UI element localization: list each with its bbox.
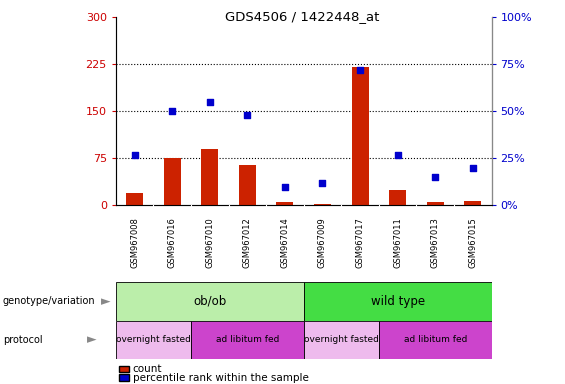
Bar bbox=[304, 321, 379, 359]
Point bbox=[205, 99, 214, 105]
Text: ►: ► bbox=[86, 333, 97, 346]
Point bbox=[431, 174, 440, 180]
Bar bbox=[116, 282, 304, 321]
Point bbox=[130, 152, 139, 158]
Bar bbox=[314, 204, 331, 205]
Text: percentile rank within the sample: percentile rank within the sample bbox=[133, 373, 308, 383]
Point bbox=[243, 112, 252, 118]
Text: GSM967011: GSM967011 bbox=[393, 217, 402, 268]
Text: genotype/variation: genotype/variation bbox=[3, 296, 95, 306]
Bar bbox=[464, 201, 481, 205]
Point bbox=[168, 108, 177, 114]
Bar bbox=[379, 321, 492, 359]
Point bbox=[468, 165, 477, 171]
Text: GSM967008: GSM967008 bbox=[130, 217, 139, 268]
Text: ►: ► bbox=[101, 295, 111, 308]
Text: GSM967012: GSM967012 bbox=[243, 217, 252, 268]
Bar bbox=[389, 190, 406, 205]
Text: GSM967009: GSM967009 bbox=[318, 217, 327, 268]
Text: GSM967015: GSM967015 bbox=[468, 217, 477, 268]
Bar bbox=[239, 165, 256, 205]
Point bbox=[318, 180, 327, 186]
Text: GSM967010: GSM967010 bbox=[205, 217, 214, 268]
Bar bbox=[164, 159, 181, 205]
Text: ad libitum fed: ad libitum fed bbox=[403, 335, 467, 344]
Bar bbox=[304, 282, 492, 321]
Text: ad libitum fed: ad libitum fed bbox=[216, 335, 279, 344]
Point bbox=[280, 184, 289, 190]
Bar bbox=[116, 321, 191, 359]
Text: count: count bbox=[133, 364, 162, 374]
Text: GSM967017: GSM967017 bbox=[355, 217, 364, 268]
Text: GSM967016: GSM967016 bbox=[168, 217, 177, 268]
Bar bbox=[351, 68, 368, 205]
Point bbox=[393, 152, 402, 158]
Bar bbox=[191, 321, 304, 359]
Bar bbox=[201, 149, 218, 205]
Text: GDS4506 / 1422448_at: GDS4506 / 1422448_at bbox=[225, 10, 380, 23]
Text: ob/ob: ob/ob bbox=[193, 295, 227, 308]
Text: overnight fasted: overnight fasted bbox=[116, 335, 191, 344]
Text: wild type: wild type bbox=[371, 295, 425, 308]
Text: GSM967014: GSM967014 bbox=[280, 217, 289, 268]
Text: GSM967013: GSM967013 bbox=[431, 217, 440, 268]
Bar bbox=[427, 202, 444, 205]
Point bbox=[355, 67, 364, 73]
Text: protocol: protocol bbox=[3, 335, 42, 345]
Bar bbox=[126, 193, 143, 205]
Text: overnight fasted: overnight fasted bbox=[304, 335, 379, 344]
Bar bbox=[276, 202, 293, 205]
